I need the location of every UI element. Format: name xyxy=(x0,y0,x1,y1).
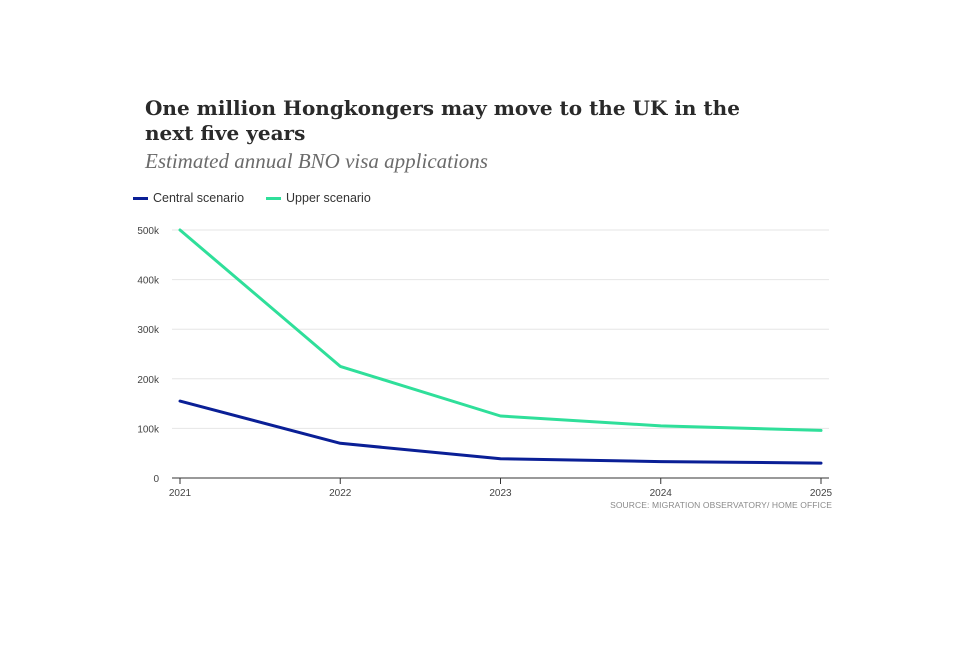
y-axis-tick-labels: 0 100k 200k 300k 400k 500k xyxy=(137,226,160,485)
legend-swatch-upper xyxy=(266,196,282,200)
y-tick-label: 500k xyxy=(137,226,160,237)
x-tick-label: 2021 xyxy=(169,488,192,499)
x-tick-label: 2025 xyxy=(810,488,833,499)
y-tick-label: 200k xyxy=(137,375,160,386)
y-tick-label: 100k xyxy=(137,424,160,435)
gridlines xyxy=(172,229,829,429)
legend-swatch-central xyxy=(133,196,148,200)
x-tick-label: 2023 xyxy=(489,488,512,499)
y-tick-label: 300k xyxy=(137,325,160,336)
series-line-upper xyxy=(178,228,823,432)
x-axis-tick-labels: 2021 2022 2023 2024 2025 xyxy=(169,478,833,499)
y-tick-label: 0 xyxy=(153,474,159,485)
chart-legend: Central scenario Upper scenario xyxy=(133,191,371,205)
legend-item-central: Central scenario xyxy=(133,191,244,205)
y-tick-label: 400k xyxy=(137,276,160,287)
series-line-central xyxy=(178,399,823,465)
x-tick-label: 2024 xyxy=(650,488,673,499)
x-tick-label: 2022 xyxy=(329,488,352,499)
source-note: SOURCE: MIGRATION OBSERVATORY/ HOME OFFI… xyxy=(610,500,832,510)
series-lines xyxy=(178,228,823,465)
legend-item-upper: Upper scenario xyxy=(266,191,371,205)
chart-title: One million Hongkongers may move to the … xyxy=(145,96,740,145)
legend-label-central: Central scenario xyxy=(153,191,245,205)
legend-label-upper: Upper scenario xyxy=(286,191,371,205)
chart-subtitle: Estimated annual BNO visa applications xyxy=(145,149,488,173)
